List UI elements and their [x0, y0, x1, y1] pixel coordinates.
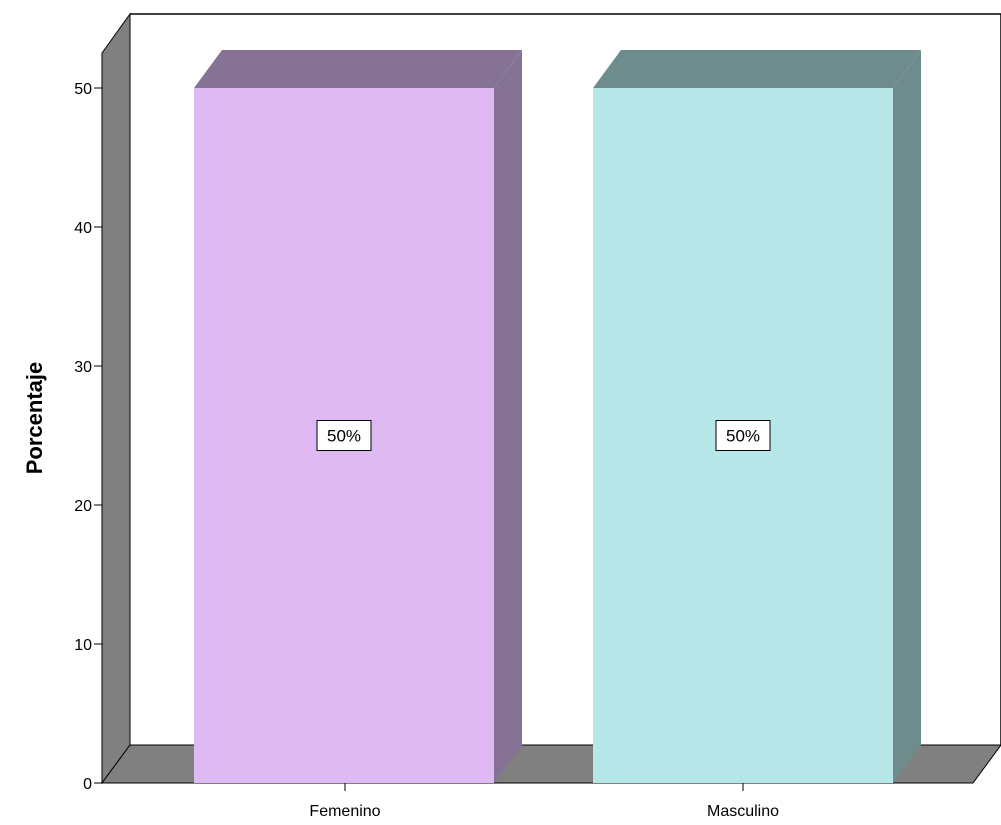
data-label: 50%	[726, 427, 760, 446]
y-ticks: 0 10 20 30 40 50	[74, 81, 102, 793]
y-tick-label: 10	[74, 637, 92, 654]
y-axis-title: Porcentaje	[22, 362, 47, 475]
x-labels: Femenino Masculino	[309, 783, 779, 820]
data-label: 50%	[327, 427, 361, 446]
y-tick-label: 50	[74, 81, 92, 98]
data-label-box	[715, 420, 771, 451]
y-tick-label: 20	[74, 498, 92, 515]
bar-top	[593, 50, 921, 88]
x-category-label: Femenino	[309, 803, 380, 820]
y-tick-label: 30	[74, 359, 92, 376]
data-label-box	[316, 420, 372, 451]
y-tick-label: 0	[83, 776, 92, 793]
bar-top	[194, 50, 522, 88]
y-tick-label: 40	[74, 220, 92, 237]
bar-side	[893, 50, 921, 783]
bars: 50% 50%	[194, 50, 921, 783]
x-category-label: Masculino	[707, 803, 779, 820]
plot-back-wall	[130, 13, 1001, 745]
bar-side	[494, 50, 522, 783]
plot-left-wall	[101, 12, 131, 785]
